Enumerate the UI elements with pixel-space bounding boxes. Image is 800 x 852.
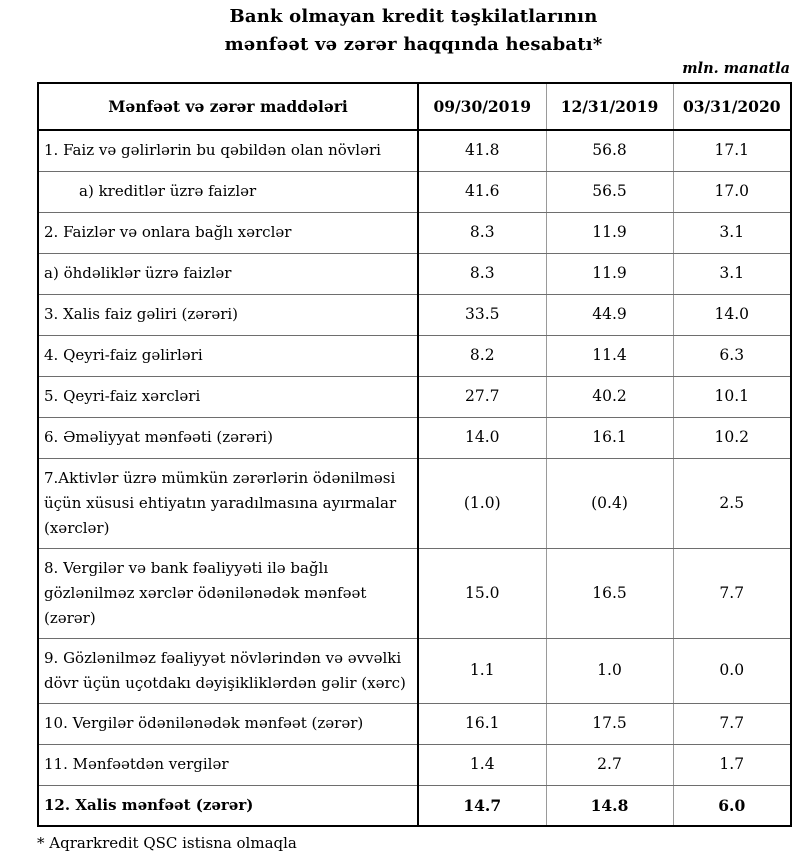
row-value: 14.7	[417, 784, 547, 827]
table-row: 12. Xalis mənfəət (zərər) 14.7 14.8 6.0	[37, 784, 792, 827]
table-row: 8. Vergilər və bank fəaliyyəti ilə bağlı…	[37, 547, 792, 639]
table-row: 2. Faizlər və onlara bağlı xərclər 8.3 11.…	[37, 211, 792, 254]
table-row: 5. Qeyri-faiz xərcləri 27.7 40.2 10.1	[37, 375, 792, 418]
row-value: 3.1	[672, 252, 792, 295]
row-value: 14.0	[417, 416, 547, 459]
row-label: a) kreditlər üzrə faizlər	[37, 170, 419, 213]
row-value: 40.2	[545, 375, 674, 418]
row-label: 3. Xalis faiz gəliri (zərəri)	[37, 293, 419, 336]
row-value: 1.0	[545, 637, 674, 704]
row-value: 33.5	[417, 293, 547, 336]
row-value: 8.3	[417, 252, 547, 295]
row-value: 7.7	[672, 702, 792, 745]
row-value: 11.9	[545, 252, 674, 295]
table-row: 4. Qeyri-faiz gəlirləri 8.2 11.4 6.3	[37, 334, 792, 377]
column-header-date-2: 12/31/2019	[545, 82, 674, 131]
report-title-line1: Bank olmayan kredit təşkilatlarının	[229, 6, 598, 27]
row-value: 2.5	[672, 457, 792, 549]
row-label: 5. Qeyri-faiz xərcləri	[37, 375, 419, 418]
row-value: 17.1	[672, 129, 792, 172]
row-label: 7.Aktivlər üzrə mümkün zərərlərin ödənil…	[37, 457, 419, 549]
row-value: 8.3	[417, 211, 547, 254]
table-row: 7.Aktivlər üzrə mümkün zərərlərin ödənil…	[37, 457, 792, 549]
row-value: 6.0	[672, 784, 792, 827]
report-title: Bank olmayan kredit təşkilatlarının mənf…	[37, 3, 790, 59]
row-value: 1.4	[417, 743, 547, 786]
row-label: 2. Faizlər və onlara bağlı xərclər	[37, 211, 419, 254]
row-value: 17.0	[672, 170, 792, 213]
row-value: 11.4	[545, 334, 674, 377]
row-value: 0.0	[672, 637, 792, 704]
table-row: 9. Gözlənilməz fəaliyyət növlərindən və …	[37, 637, 792, 704]
table-row: a) kreditlər üzrə faizlər 41.6 56.5 17.0	[37, 170, 792, 213]
table-row: 6. Əməliyyat mənfəəti (zərəri) 14.0 16.1 10…	[37, 416, 792, 459]
row-value: 1.1	[417, 637, 547, 704]
row-value: 16.1	[545, 416, 674, 459]
table-row: a) öhdəliklər üzrə faizlər 8.3 11.9 3.1	[37, 252, 792, 295]
row-value: 1.7	[672, 743, 792, 786]
table-row: 3. Xalis faiz gəliri (zərəri) 33.5 44.9 14.…	[37, 293, 792, 336]
column-header-date-1: 09/30/2019	[417, 82, 547, 131]
table-row: 10. Vergilər ödənilənədək mənfəət (zərər…	[37, 702, 792, 745]
row-value: 3.1	[672, 211, 792, 254]
row-value: 7.7	[672, 547, 792, 639]
row-label: 8. Vergilər və bank fəaliyyəti ilə bağlı…	[37, 547, 419, 639]
row-label: 1. Faiz və gəlirlərin bu qəbildən olan n…	[37, 129, 419, 172]
row-label: 4. Qeyri-faiz gəlirləri	[37, 334, 419, 377]
unit-label: mln. manatla	[682, 60, 790, 77]
table-row: 11. Mənfəətdən vergilər 1.4 2.7 1.7	[37, 743, 792, 786]
row-value: 15.0	[417, 547, 547, 639]
table-row: 1. Faiz və gəlirlərin bu qəbildən olan n…	[37, 129, 792, 172]
row-value: 17.5	[545, 702, 674, 745]
row-value: 14.0	[672, 293, 792, 336]
row-value: 10.2	[672, 416, 792, 459]
row-value: 16.1	[417, 702, 547, 745]
row-value: 27.7	[417, 375, 547, 418]
row-value: 16.5	[545, 547, 674, 639]
row-label: 6. Əməliyyat mənfəəti (zərəri)	[37, 416, 419, 459]
row-label: 11. Mənfəətdən vergilər	[37, 743, 419, 786]
header-row: Mənfəət və zərər maddələri 09/30/2019 12…	[37, 82, 792, 131]
row-value: 11.9	[545, 211, 674, 254]
pnl-table: Mənfəət və zərər maddələri 09/30/2019 12…	[37, 82, 792, 827]
row-value: 56.8	[545, 129, 674, 172]
row-value: 41.8	[417, 129, 547, 172]
row-label: 9. Gözlənilməz fəaliyyət növlərindən və …	[37, 637, 419, 704]
row-value: (0.4)	[545, 457, 674, 549]
row-label: 12. Xalis mənfəət (zərər)	[37, 784, 419, 827]
row-value: 8.2	[417, 334, 547, 377]
row-value: (1.0)	[417, 457, 547, 549]
column-header-items: Mənfəət və zərər maddələri	[37, 82, 419, 131]
row-label: a) öhdəliklər üzrə faizlər	[37, 252, 419, 295]
row-label: 10. Vergilər ödənilənədək mənfəət (zərər…	[37, 702, 419, 745]
footnote: * Aqrarkredit QSC istisna olmaqla	[37, 834, 297, 852]
row-value: 6.3	[672, 334, 792, 377]
row-value: 10.1	[672, 375, 792, 418]
report-title-line2: mənfəət və zərər haqqında hesabatı*	[224, 34, 603, 55]
column-header-date-3: 03/31/2020	[672, 82, 792, 131]
row-value: 14.8	[545, 784, 674, 827]
row-value: 44.9	[545, 293, 674, 336]
row-value: 2.7	[545, 743, 674, 786]
row-value: 41.6	[417, 170, 547, 213]
row-value: 56.5	[545, 170, 674, 213]
